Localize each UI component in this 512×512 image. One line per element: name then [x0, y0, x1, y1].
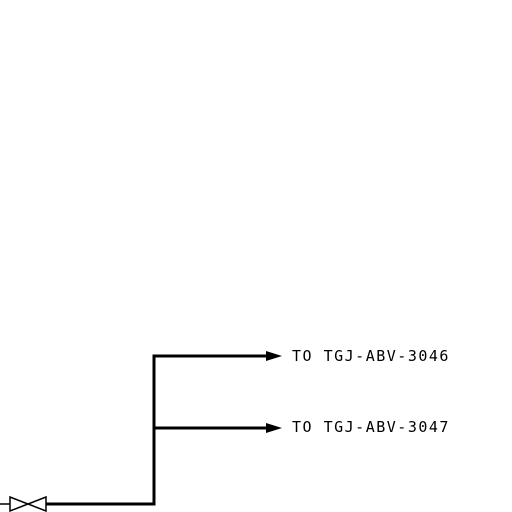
arrowhead-icon — [266, 351, 282, 361]
destination-label-2: TO TGJ-ABV-3047 — [292, 418, 450, 436]
arrowhead-icon — [266, 423, 282, 433]
gate-valve-icon — [0, 495, 47, 512]
destination-label-1: TO TGJ-ABV-3046 — [292, 347, 450, 365]
